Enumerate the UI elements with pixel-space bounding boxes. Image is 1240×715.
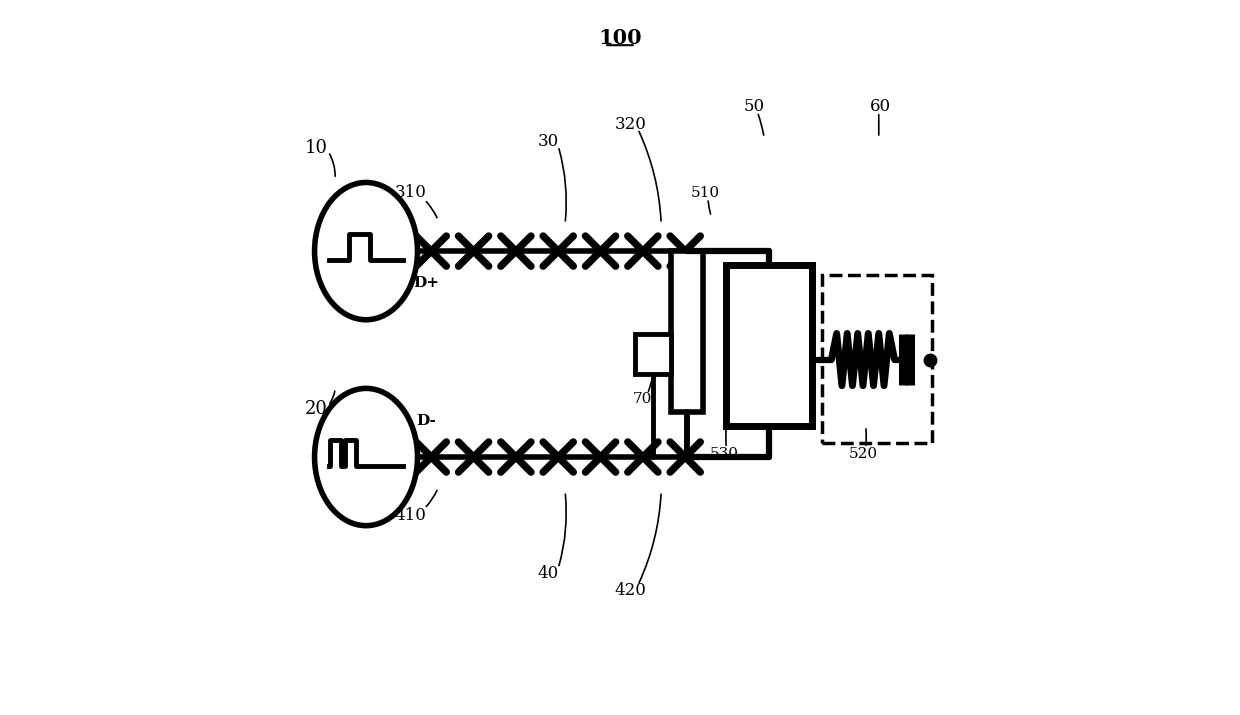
Text: 50: 50 — [743, 99, 764, 115]
Text: 10: 10 — [305, 139, 327, 157]
Text: 520: 520 — [849, 447, 878, 460]
Text: 60: 60 — [870, 99, 892, 115]
Ellipse shape — [315, 182, 418, 320]
Text: 530: 530 — [709, 447, 739, 460]
Text: 510: 510 — [691, 186, 719, 199]
Text: 320: 320 — [614, 116, 646, 132]
Text: 310: 310 — [394, 184, 427, 201]
Text: D+: D+ — [413, 277, 439, 290]
Bar — [672, 251, 703, 413]
Bar — [635, 334, 671, 374]
Text: 410: 410 — [394, 507, 427, 524]
Text: 100: 100 — [598, 29, 642, 49]
Text: 20: 20 — [305, 400, 327, 418]
Ellipse shape — [315, 388, 418, 526]
Text: 420: 420 — [614, 583, 646, 599]
Text: 70: 70 — [632, 392, 652, 405]
Bar — [822, 275, 932, 443]
Text: D-: D- — [417, 414, 436, 428]
Text: 30: 30 — [537, 133, 558, 149]
Bar — [727, 265, 812, 426]
Text: 40: 40 — [537, 566, 558, 582]
